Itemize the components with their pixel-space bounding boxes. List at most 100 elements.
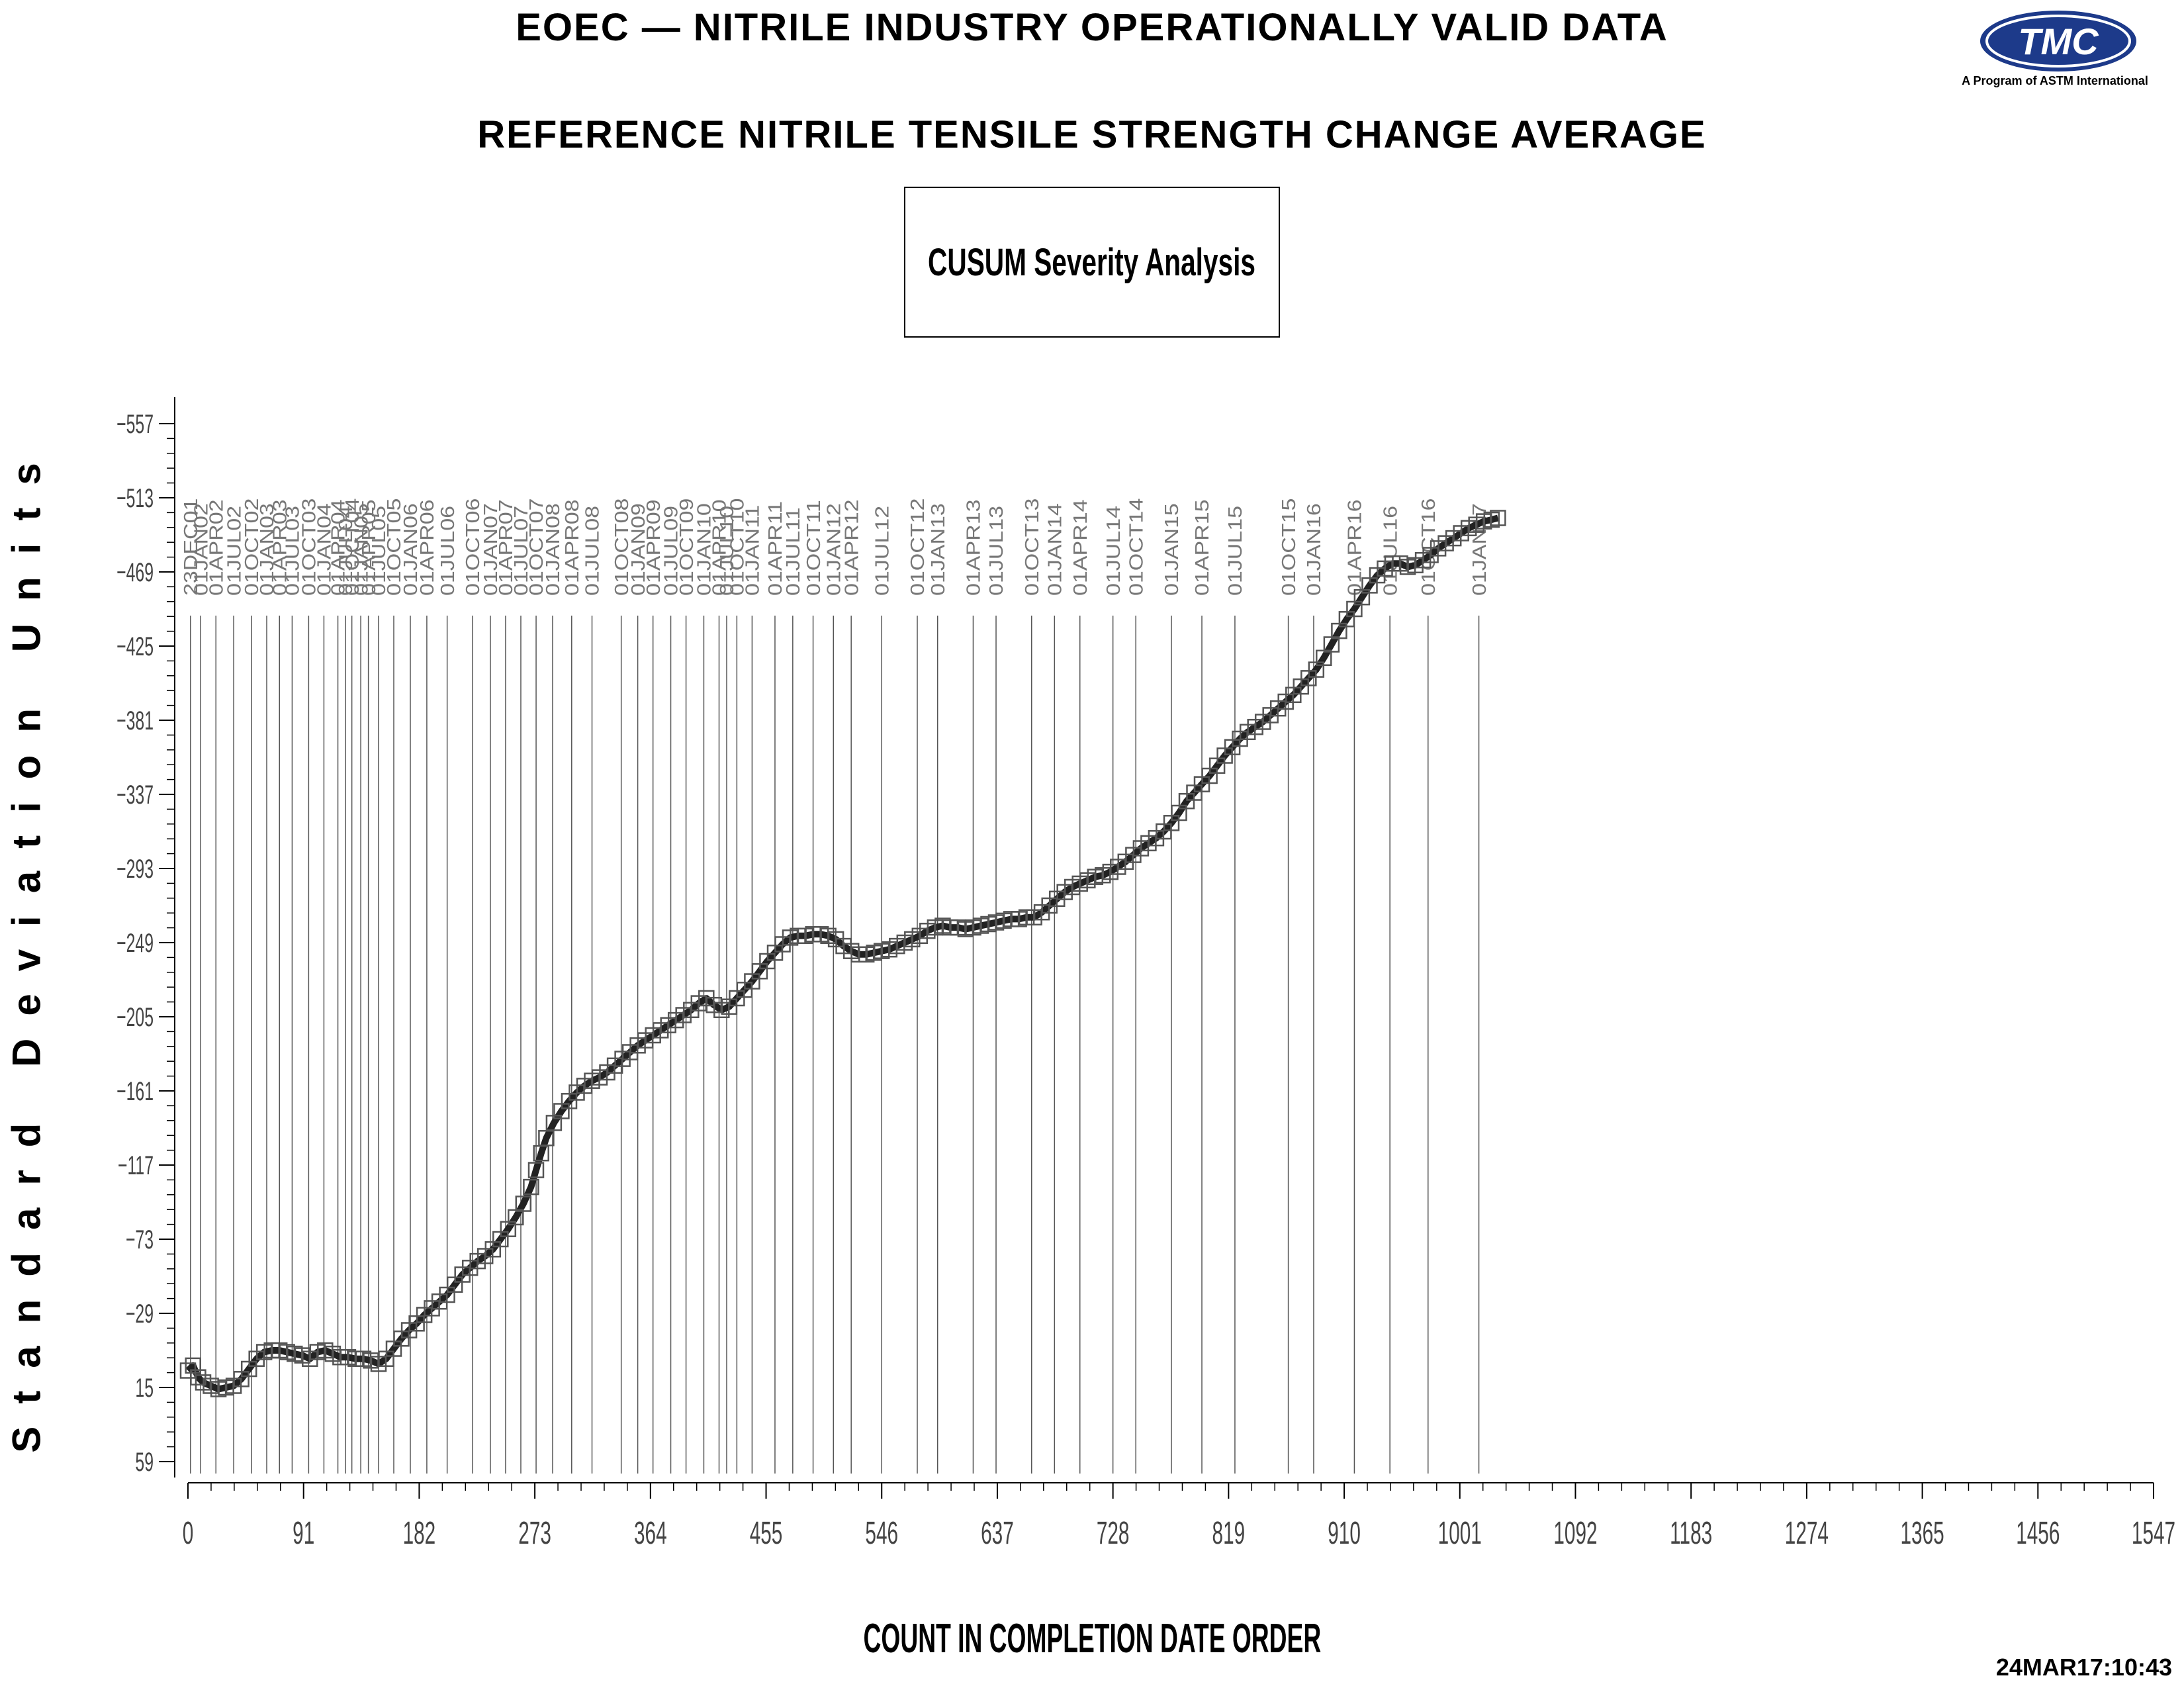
- reference-line-label: 01OCT04: [341, 498, 363, 596]
- reference-line-label: 01JAN12: [823, 503, 844, 596]
- reference-line-label: 01OCT11: [802, 500, 824, 596]
- reference-line-label: 01JUL05: [368, 506, 390, 596]
- reference-line-label: 01APR04: [327, 499, 349, 596]
- reference-line-label: 01OCT15: [1277, 498, 1299, 596]
- y-tick-label: −293: [116, 855, 154, 884]
- axes: −557 −513 −469 −425 −381 −337 −293 −249 −205 −161…: [116, 397, 2175, 1551]
- x-tick-label: 0: [183, 1516, 194, 1551]
- y-tick-label: 15: [135, 1374, 154, 1403]
- data-point: [523, 1178, 539, 1196]
- reference-line-label: 01APR13: [962, 499, 984, 596]
- logo-caption: A Program of ASTM International: [1962, 74, 2148, 87]
- x-tick-label: 637: [981, 1516, 1014, 1551]
- reference-line-label: 01JUL13: [985, 506, 1007, 596]
- y-tick-label: −513: [116, 484, 154, 513]
- reference-line-label: 01OCT07: [525, 498, 547, 596]
- data-series: [179, 510, 1506, 1397]
- reference-line-label: 01JAN02: [190, 503, 212, 596]
- reference-line-label: 01JAN05: [350, 503, 372, 596]
- reference-line-label: 01JUL06: [436, 506, 458, 596]
- reference-line-label: 01OCT03: [298, 498, 320, 596]
- reference-line-label: 01APR03: [269, 499, 291, 596]
- reference-line-label: 01JAN13: [927, 503, 948, 596]
- data-point: [185, 1357, 201, 1374]
- reference-line-label: 01JAN15: [1161, 503, 1183, 596]
- reference-line-label: 01APR11: [764, 501, 786, 596]
- reference-line-label: 01JAN11: [741, 505, 763, 596]
- reference-line-label: 23DEC01: [179, 498, 201, 596]
- reference-line-label: 01JAN10: [693, 503, 715, 596]
- x-tick-label: 364: [634, 1516, 667, 1551]
- y-tick-label: 59: [135, 1448, 154, 1477]
- reference-line-label: 01OCT12: [907, 498, 929, 596]
- reference-line-label: 01JUL07: [510, 506, 532, 596]
- x-tick-label: 1274: [1785, 1516, 1829, 1551]
- y-tick-label: −205: [116, 1003, 154, 1032]
- reference-line-label: 01OCT05: [383, 498, 405, 596]
- chart-main-title: EOEC — NITRILE INDUSTRY OPERATIONALLY VA…: [516, 6, 1668, 49]
- y-tick-label: −249: [116, 929, 154, 958]
- timestamp: 24MAR17:10:43: [1995, 1654, 2172, 1681]
- x-tick-label: 273: [518, 1516, 551, 1551]
- reference-line-label: 01JUL12: [871, 506, 893, 596]
- reference-line-label: 01APR02: [205, 499, 227, 596]
- x-tick-label: 1365: [1900, 1516, 1944, 1551]
- x-tick-label: 1547: [2132, 1516, 2175, 1551]
- reference-line-label: 01APR07: [495, 499, 517, 596]
- reference-line-label: 01APR14: [1069, 499, 1091, 596]
- x-tick-label: 1183: [1670, 1516, 1712, 1551]
- x-tick-label: 455: [750, 1516, 783, 1551]
- reference-line-label: 01JUL14: [1102, 506, 1124, 596]
- reference-line-label: 01JAN09: [627, 503, 649, 596]
- y-tick-label: −337: [116, 780, 154, 810]
- x-tick-label: 91: [293, 1516, 314, 1551]
- reference-line-label: 01JUL08: [581, 506, 603, 596]
- chart-subtitle: REFERENCE NITRILE TENSILE STRENGTH CHANG…: [477, 113, 1707, 156]
- reference-line-label: 01JAN16: [1303, 503, 1325, 596]
- x-tick-label: 910: [1328, 1516, 1361, 1551]
- reference-line-label: 01OCT14: [1125, 498, 1147, 596]
- y-tick-label: −557: [116, 410, 154, 439]
- reference-line-label: 01JAN04: [313, 503, 335, 596]
- tmc-logo-icon: TMC: [1980, 11, 2136, 71]
- reference-line-label: 01OCT08: [610, 498, 632, 596]
- x-axis-label-wrap: COUNT IN COMPLETION DATE ORDER: [0, 1615, 2184, 1662]
- x-tick-label: 1456: [2016, 1516, 2060, 1551]
- data-point: [190, 1369, 206, 1385]
- y-tick-label: −381: [116, 706, 154, 735]
- reference-line-label: 01JUL16: [1379, 506, 1401, 596]
- x-axis-label: COUNT IN COMPLETION DATE ORDER: [863, 1616, 1321, 1662]
- reference-line-label: 01JAN07: [480, 503, 502, 596]
- data-point: [515, 1196, 532, 1212]
- x-tick-label: 728: [1097, 1516, 1130, 1551]
- reference-line-label: 01JAN08: [542, 503, 564, 596]
- reference-line-label: 01OCT10: [726, 498, 748, 596]
- chart-title: CUSUM Severity Analysis: [928, 240, 1256, 284]
- reference-line-label: 01APR05: [357, 499, 379, 596]
- reference-line-label: 01APR06: [416, 499, 438, 596]
- y-tick-label: −29: [126, 1299, 154, 1329]
- reference-line-label: 01APR15: [1191, 499, 1213, 596]
- reference-line-label: 01JAN14: [1044, 503, 1066, 596]
- x-tick-label: 1092: [1553, 1516, 1597, 1551]
- reference-line-label: 01JUL02: [223, 506, 245, 596]
- y-tick-label: −73: [126, 1225, 154, 1254]
- reference-line-label: 01OCT02: [241, 498, 263, 596]
- x-tick-label: 182: [403, 1516, 436, 1551]
- y-tick-label: −161: [116, 1077, 154, 1106]
- reference-line-label: 01APR09: [642, 499, 664, 596]
- x-tick-label: 1001: [1438, 1516, 1482, 1551]
- reference-line-label: 01JUL11: [782, 507, 803, 596]
- data-point: [527, 1162, 545, 1178]
- y-tick-label: −469: [116, 558, 154, 587]
- reference-line-label: 01JUL09: [660, 506, 682, 596]
- y-tick-label: −117: [118, 1151, 154, 1180]
- reference-line-label: 01OCT06: [462, 498, 484, 596]
- chart-title-box: CUSUM Severity Analysis: [904, 187, 1280, 338]
- reference-line-label: 01JUL10: [716, 506, 738, 596]
- data-point: [1490, 510, 1506, 526]
- reference-line-label: 01OCT09: [675, 498, 697, 596]
- x-tick-label: 546: [865, 1516, 898, 1551]
- reference-line-label: 01APR10: [708, 499, 730, 596]
